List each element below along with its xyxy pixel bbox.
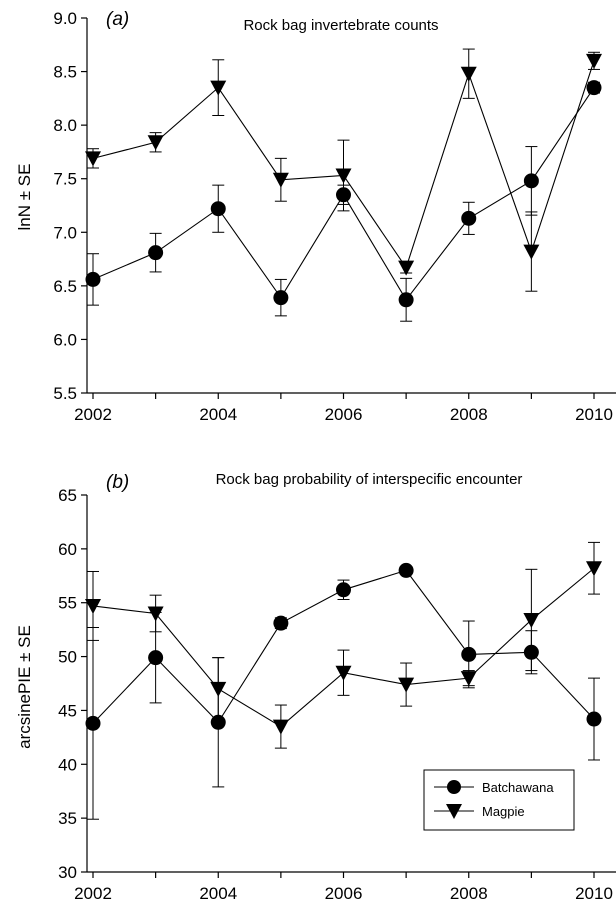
panel-a-x-tick-label: 2010 [575,405,613,424]
panel-a-label: (a) [106,9,129,30]
panel-a-batchawana-point [586,80,602,96]
panel-a-batchawana-point [210,201,226,217]
panel-b-batchawana-point [85,715,101,731]
panel-b-y-tick-label: 55 [58,594,77,613]
panel-b-batchawana-point [398,562,414,578]
panel-a-x-tick-label: 2002 [74,405,112,424]
panel-b-y-tick-label: 50 [58,648,77,667]
panel-a-y-tick-label: 6.0 [53,330,77,349]
panel-a-y-tick-label: 5.5 [53,384,77,403]
legend-label-magpie: Magpie [482,804,525,819]
panel-a-title: Rock bag invertebrate counts [243,17,438,34]
panel-a-batchawana-point [523,173,539,189]
panel-b-y-tick-label: 60 [58,540,77,559]
panel-a-magpie-point [523,244,540,260]
panel-b-x-tick-label: 2008 [450,884,488,903]
panel-a-batchawana-point [85,271,101,287]
panel-b-magpie-point [147,606,164,622]
panel-a-magpie-point [210,80,227,96]
panel-a-magpie-point [272,172,289,188]
panel-b-y-tick-label: 35 [58,809,77,828]
legend-label-batchawana: Batchawana [482,780,554,795]
panel-b-batchawana-point [336,582,351,598]
panel-a-x-tick-label: 2008 [450,405,488,424]
legend-box [423,769,575,831]
panel-a-magpie-point [85,151,101,167]
panel-a-magpie-point [398,260,415,276]
panel-a-magpie-point [460,66,477,82]
panel-b-magpie-point [210,681,227,697]
panel-b-y-tick-label: 40 [58,755,77,774]
panel-a-y-tick-label: 7.0 [53,223,77,242]
panel-a-magpie-point [147,135,164,151]
panel-b-batchawana-point [210,714,226,730]
panel-a-y-tick-label: 9.0 [53,9,77,28]
panel-b-magpie-point [460,671,477,687]
panel-a-y-tick-label: 6.5 [53,277,77,296]
panel-a-magpie-point [335,168,352,184]
panel-b-x-tick-label: 2004 [199,884,237,903]
panel-b-x-tick-label: 2002 [74,884,112,903]
panel-b-magpie-point [272,719,289,735]
panel-a-y-tick-label: 8.0 [53,116,77,135]
panel-a-batchawana-point [273,290,289,306]
panel-b-batchawana-point [461,646,477,662]
panel-a: (a) Rock bag invertebrate counts lnN ± S… [15,9,616,424]
legend-marker-batchawana [447,780,461,794]
panel-b-batchawana-point [586,711,602,727]
panel-b-label: (b) [106,472,129,493]
panel-a-x-tick-label: 2006 [325,405,363,424]
legend-marker-magpie [446,804,462,819]
panel-a-batchawana-point [148,245,164,261]
panel-a-y-tick-label: 8.5 [53,63,77,82]
panel-b-y-axis-label: arcsinePIE ± SE [15,625,34,749]
panel-b: (b) Rock bag probability of interspecifi… [15,471,616,903]
panel-a-x-tick-label: 2004 [199,405,237,424]
panel-a-y-axis-label: lnN ± SE [15,164,34,231]
panel-b-magpie-point [523,612,540,628]
panel-b-y-tick-label: 30 [58,863,77,882]
panel-b-batchawana-point [273,615,289,631]
legend: Batchawana Magpie [423,769,575,831]
panel-b-magpie-point [85,598,101,614]
panel-b-batchawana-point [148,650,164,666]
panel-a-batchawana-point [461,210,477,226]
panel-b-title: Rock bag probability of interspecific en… [216,471,523,488]
panel-b-y-tick-label: 65 [58,486,77,505]
panel-a-batchawana-point [398,292,414,308]
panel-b-magpie-point [335,665,352,681]
panel-b-magpie-point [586,561,602,577]
panel-a-magpie-point [586,53,602,69]
panel-b-magpie-point [398,677,415,693]
panel-a-y-tick-label: 7.5 [53,170,77,189]
panel-b-x-tick-label: 2006 [325,884,363,903]
panel-b-y-tick-label: 45 [58,701,77,720]
panel-b-x-tick-label: 2010 [575,884,613,903]
